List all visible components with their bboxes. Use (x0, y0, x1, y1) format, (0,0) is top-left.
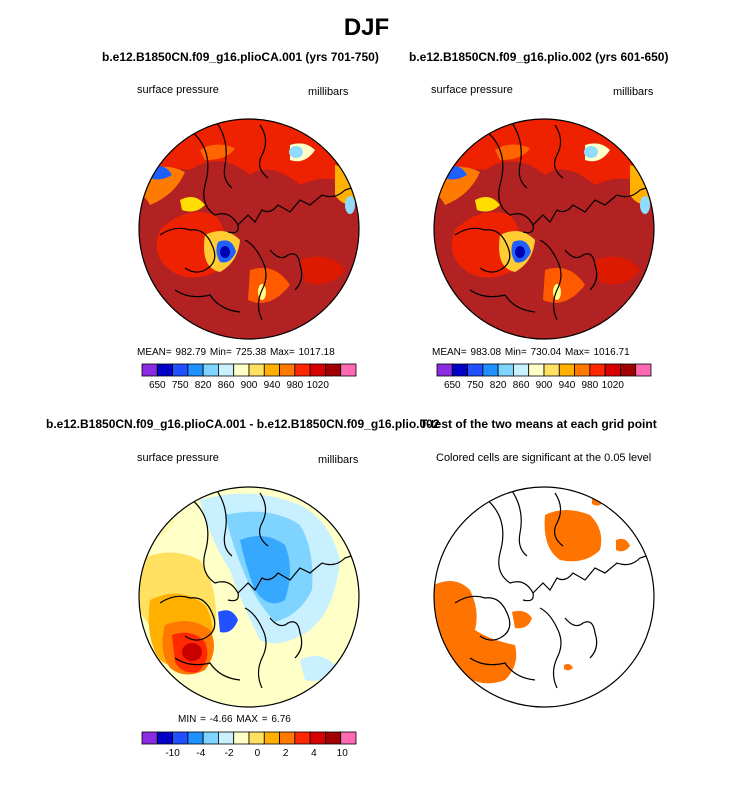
colorbar-tick-label: 1020 (307, 380, 330, 391)
colorbar-cell (497, 363, 514, 377)
colorbar-cell (467, 363, 484, 377)
colorbar-tick-label: 900 (536, 380, 553, 391)
colorbar-cell (325, 731, 342, 745)
colorbar-cell (263, 731, 280, 745)
colorbar-cell (263, 363, 280, 377)
panel4-subtitle: Colored cells are significant at the 0.0… (436, 452, 652, 464)
panel2-left-label: surface pressure (431, 84, 513, 96)
colorbar-cell (309, 363, 326, 377)
colorbar-cell (309, 731, 326, 745)
colorbar-tick-label: 650 (149, 380, 166, 391)
panel4-map (434, 487, 654, 707)
colorbar-tick-label: 860 (218, 380, 235, 391)
figure-title: DJF (343, 14, 390, 41)
colorbar-tick-label: -10 (165, 748, 180, 759)
colorbar-cell (574, 363, 591, 377)
panel3-title: b.e12.B1850CN.f09_g16.plioCA.001 - b.e12… (46, 417, 440, 431)
colorbar-cell (141, 363, 158, 377)
panel3-units-label: millibars (318, 454, 359, 466)
colorbar-cell (233, 731, 250, 745)
panel2-map (434, 119, 654, 339)
colorbar-tick-label: 0 (255, 748, 261, 759)
panel3-left-label: surface pressure (137, 452, 219, 464)
colorbar-tick-label: 750 (172, 380, 189, 391)
panel3-colorbar: -10 -4 -2 0 2 4 10 (141, 731, 357, 759)
panel2-units-label: millibars (613, 86, 654, 98)
colorbar-cell (528, 363, 545, 377)
colorbar-cell (279, 731, 296, 745)
colorbar-tick-label: 940 (264, 380, 281, 391)
colorbar-tick-label: 4 (311, 748, 317, 759)
colorbar-tick-label: 2 (283, 748, 289, 759)
colorbar-cell (543, 363, 560, 377)
colorbar-cell (340, 363, 357, 377)
colorbar-cell (325, 363, 342, 377)
panel2-coastlines (454, 119, 654, 321)
panel1-title: b.e12.B1850CN.f09_g16.plioCA.001 (yrs 70… (102, 50, 379, 64)
colorbar-cell (513, 363, 530, 377)
colorbar-cell (436, 363, 453, 377)
panel2-title: b.e12.B1850CN.f09_g16.plio.002 (yrs 601-… (409, 50, 669, 64)
colorbar-cell (451, 363, 468, 377)
colorbar-tick-label: -2 (225, 748, 234, 759)
panel2-stats: MEAN= 983.08 Min= 730.04 Max= 1016.71 (432, 347, 630, 358)
colorbar-cell (218, 731, 235, 745)
panel4-title: T-test of the two means at each grid poi… (420, 417, 657, 431)
colorbar-cell (248, 363, 265, 377)
colorbar-cell (233, 363, 250, 377)
colorbar-cell (635, 363, 652, 377)
colorbar-cell (482, 363, 499, 377)
colorbar-cell (294, 731, 311, 745)
colorbar-cell (187, 363, 204, 377)
colorbar-tick-label: 860 (513, 380, 530, 391)
colorbar-tick-label: 1020 (602, 380, 625, 391)
colorbar-cell (141, 731, 158, 745)
colorbar-cell (156, 363, 173, 377)
colorbar-tick-label: 820 (490, 380, 507, 391)
colorbar-cell (202, 363, 219, 377)
colorbar-tick-label: 10 (337, 748, 349, 759)
panel1-colorbar: 650 750 820 860 900 940 980 1020 (141, 363, 357, 391)
colorbar-cell (558, 363, 575, 377)
panel1-units-label: millibars (308, 86, 349, 98)
colorbar-cell (279, 363, 296, 377)
panel3-stats: MIN = -4.66 MAX = 6.76 (178, 714, 291, 725)
colorbar-cell (156, 731, 173, 745)
colorbar-tick-label: 750 (467, 380, 484, 391)
colorbar-cell (589, 363, 606, 377)
colorbar-tick-label: 900 (241, 380, 258, 391)
panel4-coastlines (454, 487, 654, 689)
colorbar-cell (218, 363, 235, 377)
panel1-coastlines (159, 119, 359, 321)
colorbar-tick-label: 980 (287, 380, 304, 391)
panel1-map (139, 119, 359, 339)
colorbar-cell (187, 731, 204, 745)
colorbar-cell (248, 731, 265, 745)
panel2-colorbar: 650 750 820 860 900 940 980 1020 (436, 363, 652, 391)
panel1-left-label: surface pressure (137, 84, 219, 96)
colorbar-cell (294, 363, 311, 377)
colorbar-tick-label: 940 (559, 380, 576, 391)
colorbar-cell (172, 363, 189, 377)
colorbar-tick-label: -4 (196, 748, 205, 759)
colorbar-cell (620, 363, 637, 377)
colorbar-cell (340, 731, 357, 745)
colorbar-cell (202, 731, 219, 745)
colorbar-tick-label: 980 (582, 380, 599, 391)
colorbar-cell (172, 731, 189, 745)
colorbar-tick-label: 650 (444, 380, 461, 391)
colorbar-cell (604, 363, 621, 377)
panel3-coastlines (159, 487, 359, 689)
colorbar-tick-label: 820 (195, 380, 212, 391)
panel1-stats: MEAN= 982.79 Min= 725.38 Max= 1017.18 (137, 347, 335, 358)
panel3-map (139, 487, 359, 707)
